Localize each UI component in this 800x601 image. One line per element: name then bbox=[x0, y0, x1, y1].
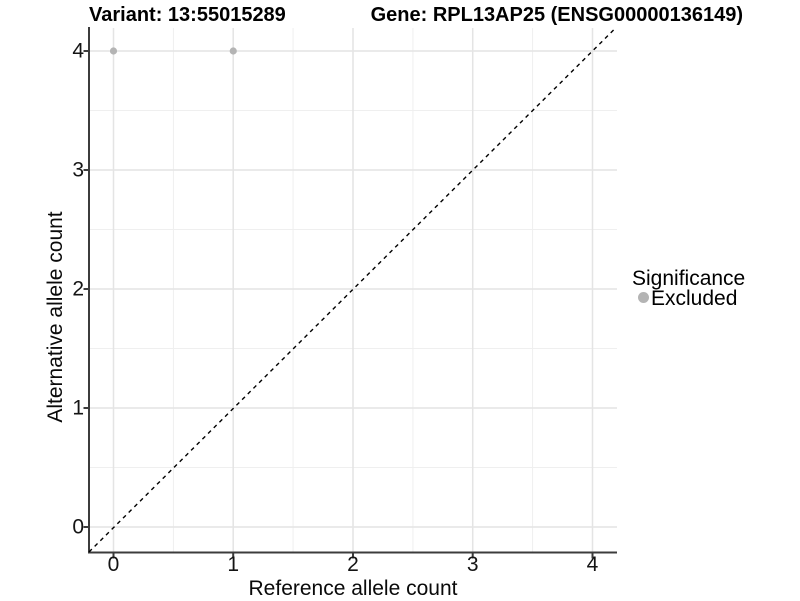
x-tick-label: 1 bbox=[227, 553, 240, 576]
major-gridlines bbox=[89, 28, 617, 552]
y-tick-label: 1 bbox=[72, 396, 84, 420]
gene-title: Gene: RPL13AP25 (ENSG00000136149) bbox=[370, 4, 743, 26]
axis-tick-marks bbox=[83, 50, 594, 559]
data-point bbox=[109, 47, 118, 55]
y-tick-label: 3 bbox=[72, 158, 84, 182]
legend-title: Significance bbox=[632, 267, 746, 290]
legend-item-label: Excluded bbox=[651, 287, 738, 310]
x-tick-label: 0 bbox=[107, 553, 120, 576]
y-tick-label: 0 bbox=[72, 515, 84, 539]
x-tick-label: 3 bbox=[466, 553, 479, 576]
variant-title: Variant: 13:55015289 bbox=[89, 4, 286, 26]
x-tick-label: 4 bbox=[586, 553, 599, 576]
y-tick-label: 2 bbox=[72, 277, 84, 301]
points-layer bbox=[109, 47, 237, 55]
data-point bbox=[229, 47, 237, 55]
x-tick-label: 2 bbox=[347, 553, 359, 576]
y-axis-title: Alternative allele count bbox=[44, 211, 67, 423]
y-tick-label: 4 bbox=[72, 39, 84, 63]
axis-lines bbox=[88, 27, 617, 554]
x-axis-title: Reference allele count bbox=[248, 577, 458, 600]
identity-dashed-line bbox=[88, 27, 617, 553]
legend-point-icon bbox=[638, 292, 649, 303]
